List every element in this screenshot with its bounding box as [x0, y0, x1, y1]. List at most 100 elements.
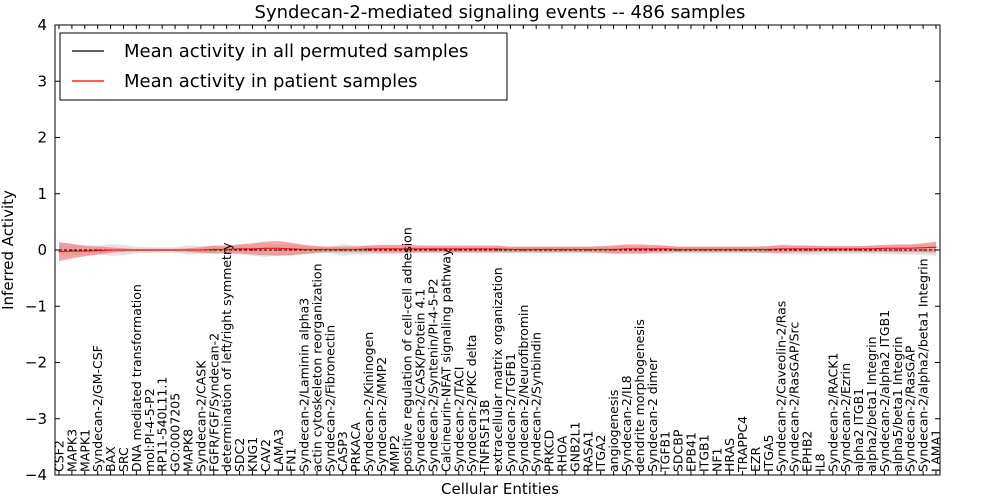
x-tick-label: MMP2 [387, 435, 402, 472]
point-series-1-9 [174, 249, 176, 251]
point-series-0-31 [458, 249, 460, 251]
x-tick-label: Syndecan-2 dimer [645, 357, 660, 472]
point-series-1-64 [883, 247, 886, 249]
point-series-1-42 [600, 248, 602, 250]
point-series-0-57 [793, 249, 795, 251]
x-tick-label: CASP3 [335, 431, 350, 472]
x-tick-label: Syndecan-2/GM-CSF [90, 345, 105, 472]
point-series-1-25 [380, 248, 382, 250]
x-tick-label: Syndecan-2/Ezrin [838, 363, 853, 472]
x-axis-label: Cellular Entities [441, 480, 559, 498]
x-tick-label: TGFB1 [658, 431, 673, 473]
point-series-1-57 [793, 248, 795, 250]
point-series-1-3 [97, 250, 99, 252]
point-series-0-59 [819, 249, 821, 251]
x-tick-label: actin cytoskeleton reorganization [309, 263, 324, 472]
x-tick-label: Calcineurin-NFAT signaling pathway [438, 248, 453, 472]
x-tick-label: KNG1 [245, 437, 260, 472]
point-series-1-8 [161, 249, 163, 251]
point-series-1-4 [110, 249, 112, 251]
x-tick-label: LAMA3 [271, 429, 286, 472]
series-lines [58, 246, 937, 253]
x-tick-label: SRC [116, 447, 131, 472]
x-tick-label: MAPK3 [64, 429, 79, 472]
x-tick-label: BAX [103, 446, 118, 472]
y-tick-label: 3 [37, 72, 47, 90]
y-axis-ticks: −4 −3 −2 −1 0 1 2 3 4 [25, 16, 940, 484]
point-series-1-6 [135, 249, 137, 251]
x-tick-label: Syndecan-2/RACK1 [825, 353, 840, 472]
x-tick-label: ITGA5 [761, 434, 776, 472]
x-tick-label: Syndecan-2/RasGAP [903, 345, 918, 472]
x-tick-label: ITGB1 [696, 434, 711, 472]
point-series-0-33 [484, 249, 486, 251]
point-series-0-61 [845, 249, 847, 251]
point-series-1-66 [909, 247, 911, 249]
point-series-0-65 [896, 249, 898, 251]
point-series-0-44 [625, 249, 628, 251]
x-tick-label: SDC2 [232, 438, 247, 472]
point-series-0-29 [432, 249, 434, 251]
point-series-1-37 [535, 248, 537, 250]
point-series-1-36 [522, 248, 524, 250]
point-series-1-10 [187, 249, 189, 251]
x-tick-label: Syndecan-2/IL8 [619, 375, 634, 472]
point-series-1-0 [58, 251, 60, 253]
x-tick-label: Syndecan-2/CASK/Protein 4.1 [413, 289, 428, 472]
point-series-1-23 [355, 248, 357, 250]
point-series-0-17 [277, 249, 279, 251]
x-tick-label: Syndecan-2/alpha2 ITGB1 [877, 310, 892, 472]
x-tick-label: EPHB2 [800, 431, 815, 472]
x-tick-label: FGFR/FGF/Syndecan-2 [206, 333, 221, 472]
point-series-0-2 [84, 249, 86, 251]
x-tick-label: MAPK8 [181, 429, 196, 472]
x-tick-label: Syndecan-2/Kininogen [361, 332, 376, 472]
point-series-1-22 [342, 248, 344, 250]
point-series-1-54 [754, 248, 757, 250]
x-tick-label: TRAPPC4 [735, 416, 750, 473]
point-series-1-20 [316, 248, 318, 250]
point-series-0-60 [832, 249, 834, 251]
point-series-1-14 [239, 248, 241, 250]
x-tick-label: EZR [748, 447, 763, 472]
point-series-1-63 [870, 248, 873, 250]
band-series-1 [59, 241, 936, 262]
point-series-1-31 [458, 248, 460, 250]
point-series-1-32 [471, 248, 473, 250]
point-series-0-24 [367, 249, 370, 251]
point-series-1-13 [226, 248, 228, 250]
point-series-0-58 [806, 249, 808, 251]
point-series-0-47 [664, 249, 666, 251]
x-tick-label: NF1 [709, 448, 724, 473]
point-series-1-55 [767, 248, 769, 250]
confidence-bands [59, 241, 936, 262]
y-tick-label: −4 [25, 466, 47, 484]
x-axis-ticks: CSF2MAPK3MAPK1Syndecan-2/GM-CSFBAXSRCDNA… [52, 25, 944, 475]
legend-label-permuted: Mean activity in all permuted samples [124, 41, 468, 62]
x-tick-label: GNB2L1 [567, 422, 582, 472]
x-tick-label: PRKCD [542, 430, 557, 472]
point-series-1-45 [638, 248, 641, 250]
point-series-0-46 [651, 249, 653, 251]
point-series-1-62 [858, 248, 860, 250]
x-tick-label: alpha5/beta1 Integrin [890, 336, 905, 472]
point-series-0-30 [445, 249, 447, 251]
x-tick-label: LAMA1 [929, 429, 944, 472]
x-tick-label: Syndecan-2/Fibronectin [322, 325, 337, 472]
y-tick-label: −3 [25, 410, 47, 428]
x-tick-label: extracellular matrix organization [490, 267, 505, 472]
y-tick-label: 2 [37, 129, 47, 147]
point-series-0-45 [638, 249, 641, 251]
point-series-0-63 [870, 249, 873, 251]
point-series-1-28 [419, 248, 421, 250]
x-tick-label: TNFRSF13B [477, 400, 492, 473]
point-series-1-68 [935, 246, 937, 248]
point-series-1-49 [690, 248, 692, 250]
point-series-1-46 [651, 248, 653, 250]
y-tick-label: 1 [37, 185, 47, 203]
x-tick-label: EPB41 [684, 432, 699, 472]
x-tick-label: dendrite morphogenesis [632, 319, 647, 472]
point-series-0-26 [393, 249, 395, 251]
x-tick-label: alpha2 ITGB1 [851, 388, 866, 472]
